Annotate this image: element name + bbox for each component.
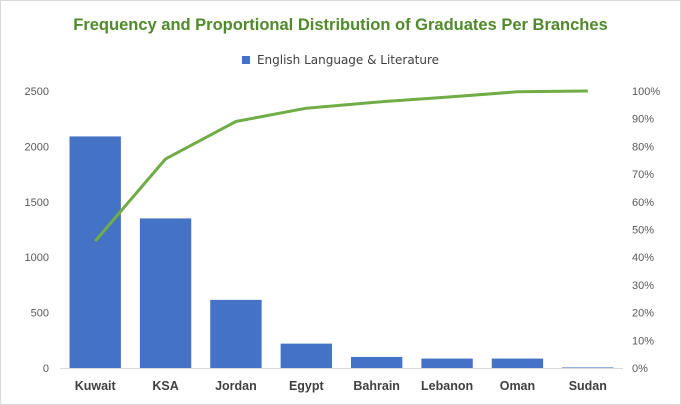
bar-kuwait — [69, 136, 121, 368]
legend-swatch-bar — [241, 56, 250, 64]
y-axis-ticks: 0 500 1000 1500 2000 2500 — [25, 86, 49, 375]
x-tick-label: Sudan — [569, 379, 607, 393]
x-tick-label: KSA — [152, 379, 178, 393]
y2-tick-label: 30% — [632, 280, 654, 292]
x-tick-label: Egypt — [289, 379, 325, 393]
x-axis-ticks: Kuwait KSA Jordan Egypt Bahrain Lebanon Oman Su… — [75, 379, 607, 393]
legend: English Language & Literature — [0, 53, 681, 67]
y2-tick-label: 100% — [632, 86, 660, 98]
y-tick-label: 2500 — [25, 86, 49, 98]
bar-oman — [491, 358, 544, 368]
bar-sudan — [562, 367, 614, 368]
cumulative-line — [94, 89, 588, 243]
bar-bahrain — [351, 356, 403, 368]
y-tick-label: 0 — [43, 363, 49, 375]
y2-tick-label: 40% — [632, 252, 654, 264]
legend-label: English Language & Literature — [256, 53, 440, 67]
bar-lebanon — [421, 358, 473, 368]
x-tick-label: Oman — [500, 379, 535, 393]
x-tick-label: Jordan — [215, 379, 257, 393]
y-tick-label: 500 — [31, 308, 49, 320]
y2-tick-label: 10% — [632, 335, 654, 347]
y2-tick-label: 50% — [632, 225, 654, 237]
y2-tick-label: 0% — [632, 363, 648, 375]
y2-axis-ticks: 0% 10% 20% 30% 40% 50% 60% 70% 80% 90% 100% — [632, 86, 660, 375]
y2-tick-label: 80% — [632, 141, 654, 153]
y2-tick-label: 60% — [632, 197, 654, 209]
bars — [69, 136, 614, 368]
chart-title: Frequency and Proportional Distribution … — [73, 16, 608, 34]
bar-jordan — [210, 299, 262, 368]
y-tick-label: 1000 — [25, 252, 49, 264]
cumulative-percent-line — [94, 89, 588, 243]
bar-egypt — [280, 343, 332, 368]
x-tick-label: Bahrain — [353, 379, 400, 393]
y2-tick-label: 20% — [632, 308, 654, 320]
bar-ksa — [139, 218, 192, 368]
y2-tick-label: 90% — [632, 114, 654, 126]
y-tick-label: 1500 — [25, 197, 49, 209]
y2-tick-label: 70% — [632, 169, 654, 181]
x-tick-label: Kuwait — [75, 379, 117, 393]
y-tick-label: 2000 — [25, 141, 49, 153]
x-tick-label: Lebanon — [421, 379, 473, 393]
